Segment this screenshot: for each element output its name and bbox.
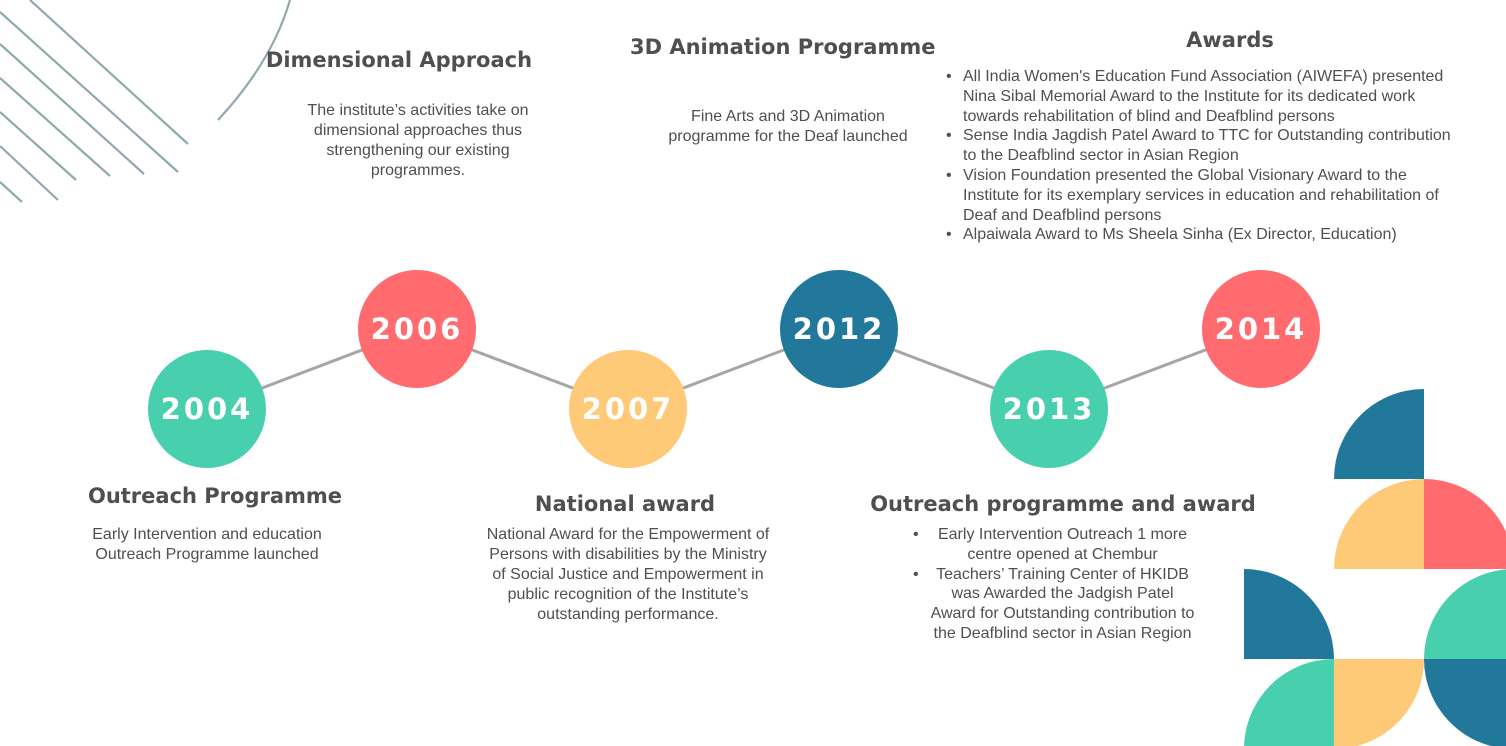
list-item: Teachers’ Training Center of HKIDB was A… bbox=[913, 565, 1195, 644]
year-label: 2013 bbox=[1002, 392, 1096, 426]
year-label: 2007 bbox=[581, 392, 675, 426]
year-node-2014: 2014 bbox=[1202, 270, 1320, 388]
event-title: Outreach Programme bbox=[87, 484, 343, 508]
event-title: National award bbox=[534, 492, 716, 516]
year-label: 2004 bbox=[160, 392, 254, 426]
year-node-2006: 2006 bbox=[358, 270, 476, 388]
event-description: National Award for the Empowerment of Pe… bbox=[486, 526, 770, 623]
year-node-2012: 2012 bbox=[780, 270, 898, 388]
event-bullet-list: All India Women's Education Fund Associa… bbox=[946, 67, 1461, 245]
list-item: Early Intervention Outreach 1 more centr… bbox=[913, 525, 1195, 565]
list-item: Vision Foundation presented the Global V… bbox=[946, 166, 1461, 225]
event-bullet-list: Early Intervention Outreach 1 more centr… bbox=[913, 525, 1195, 644]
event-title: Dimensional Approach bbox=[265, 48, 533, 72]
list-item: All India Women's Education Fund Associa… bbox=[946, 67, 1461, 126]
event-title: Awards bbox=[1186, 28, 1274, 52]
year-label: 2014 bbox=[1214, 312, 1308, 346]
event-title: 3D Animation Programme bbox=[630, 35, 936, 59]
event-title: Outreach programme and award bbox=[870, 492, 1256, 516]
event-description: The institute’s activities take on dimen… bbox=[307, 102, 529, 179]
year-node-2013: 2013 bbox=[990, 350, 1108, 468]
list-item: Sense India Jagdish Patel Award to TTC f… bbox=[946, 126, 1461, 166]
year-label: 2012 bbox=[792, 312, 886, 346]
year-node-2007: 2007 bbox=[569, 350, 687, 468]
list-item: Alpaiwala Award to Ms Sheela Sinha (Ex D… bbox=[946, 225, 1461, 245]
event-description: Fine Arts and 3D Animation programme for… bbox=[668, 108, 908, 145]
event-description: Early Intervention and education Outreac… bbox=[92, 526, 322, 563]
year-label: 2006 bbox=[370, 312, 464, 346]
year-node-2004: 2004 bbox=[148, 350, 266, 468]
